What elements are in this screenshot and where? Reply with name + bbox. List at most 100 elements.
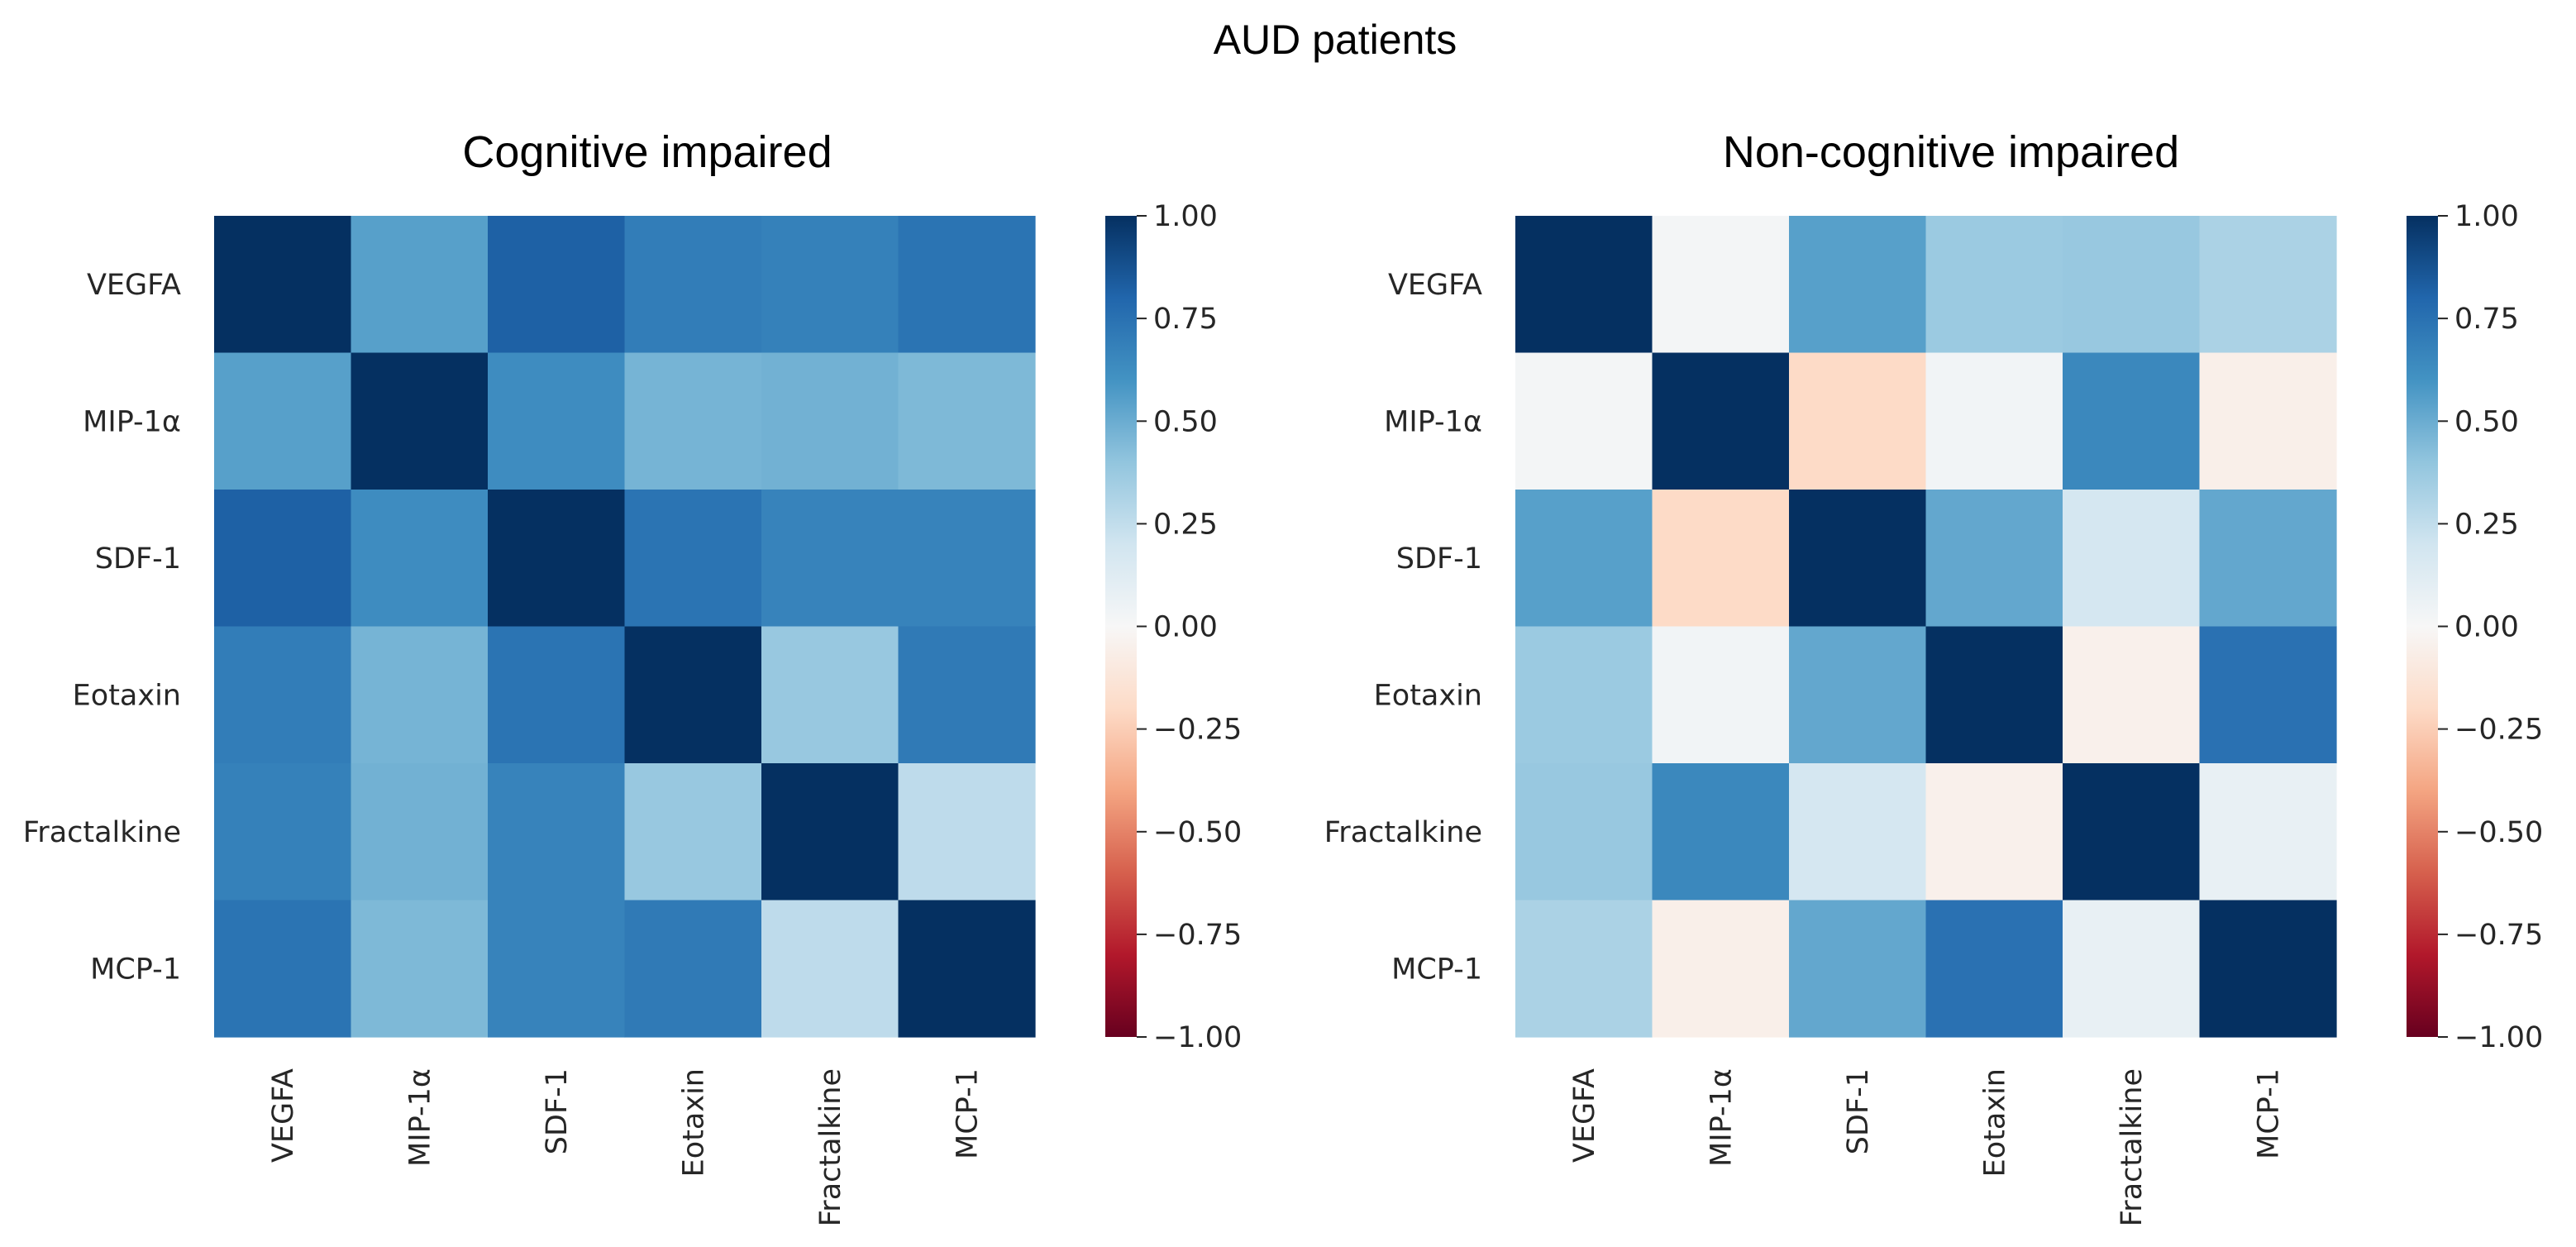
col-label: MCP-1 — [951, 1068, 984, 1159]
row-labels: VEGFA MIP-1α SDF-1 Eotaxin Fractalkine MCP-1 — [23, 269, 181, 987]
heatmap-panel-non-cognitive-impaired: Non-cognitive impaired VEGFA MIP-1α SDF-1 E… — [1324, 127, 2544, 1226]
heatmap-cell — [1789, 490, 1927, 628]
heatmap-cell — [2063, 216, 2201, 354]
heatmap-cell — [351, 216, 489, 354]
row-label: Eotaxin — [1374, 679, 1482, 712]
heatmap-cell — [1789, 900, 1927, 1038]
heatmap-cell — [2199, 763, 2337, 901]
col-label: Eotaxin — [1978, 1068, 2011, 1177]
heatmap-cell — [761, 626, 899, 764]
colorbar-tick-label: −0.25 — [2454, 714, 2543, 747]
heatmap-cell — [1652, 352, 1790, 490]
heatmap-cell — [488, 763, 626, 901]
colorbar-tick-label: 0.50 — [1153, 405, 1218, 438]
colorbar-tick-label: 0.50 — [2454, 405, 2519, 438]
col-label: MIP-1α — [1705, 1068, 1738, 1167]
heatmap-cell — [2199, 626, 2337, 764]
row-label: MIP-1α — [1384, 405, 1482, 438]
heatmap-cell — [1925, 352, 2063, 490]
heatmap-cell — [2063, 900, 2201, 1038]
heatmap-cell — [2199, 900, 2337, 1038]
heatmap-cell — [351, 626, 489, 764]
heatmap-cell — [624, 900, 762, 1038]
col-label: Fractalkine — [814, 1068, 847, 1226]
heatmap-cell — [488, 626, 626, 764]
heatmap-cell — [2063, 626, 2201, 764]
heatmap-cell — [1652, 216, 1790, 354]
heatmap-cell — [2063, 352, 2201, 490]
heatmap-cell — [351, 763, 489, 901]
col-label: VEGFA — [267, 1068, 300, 1163]
col-labels: VEGFA MIP-1α SDF-1 Eotaxin Fractalkine MCP-1 — [1568, 1068, 2286, 1226]
heatmap-cell — [1515, 626, 1653, 764]
heatmap-cell — [1652, 900, 1790, 1038]
row-label: SDF-1 — [1396, 542, 1482, 576]
heatmap-cell — [1925, 626, 2063, 764]
heatmap-cell — [898, 763, 1036, 901]
heatmap-cell — [214, 490, 352, 628]
heatmap-cell — [1789, 626, 1927, 764]
heatmap-cell — [1652, 763, 1790, 901]
heatmap-cell — [488, 216, 626, 354]
colorbar-tick-label: 0.00 — [2454, 611, 2519, 644]
row-label: MCP-1 — [1391, 953, 1482, 986]
heatmap-cell — [1652, 490, 1790, 628]
heatmap-cell — [761, 216, 899, 354]
col-label: SDF-1 — [1842, 1068, 1875, 1154]
heatmap-cell — [2199, 490, 2337, 628]
heatmap-cell — [1925, 763, 2063, 901]
colorbar-gradient — [2407, 216, 2438, 1037]
heatmap-cells — [214, 216, 1036, 1038]
heatmap-cell — [761, 763, 899, 901]
heatmap-cell — [214, 626, 352, 764]
row-label: MIP-1α — [83, 405, 181, 438]
heatmap-cell — [898, 900, 1036, 1038]
heatmap-cell — [624, 352, 762, 490]
heatmap-cell — [2063, 490, 2201, 628]
heatmap-cell — [898, 352, 1036, 490]
row-label: VEGFA — [1388, 269, 1482, 302]
colorbar-tick-label: 0.75 — [2454, 303, 2519, 336]
colorbar-tick-label: −0.25 — [1153, 714, 1242, 747]
col-label: MCP-1 — [2252, 1068, 2285, 1159]
heatmap-cell — [624, 216, 762, 354]
colorbar-tick-label: 1.00 — [1153, 200, 1218, 233]
heatmap-cell — [898, 626, 1036, 764]
colorbar-tick-label: −0.50 — [2454, 816, 2543, 849]
heatmap-cell — [624, 490, 762, 628]
row-label: Fractalkine — [1324, 816, 1482, 849]
heatmap-cell — [761, 900, 899, 1038]
colorbar-tick-label: −0.75 — [1153, 919, 1242, 952]
row-label: MCP-1 — [90, 953, 181, 986]
col-label: Eotaxin — [677, 1068, 710, 1177]
heatmap-cell — [1925, 490, 2063, 628]
heatmap-cell — [1789, 352, 1927, 490]
heatmap-cell — [1515, 216, 1653, 354]
row-label: SDF-1 — [95, 542, 181, 576]
heatmap-cell — [351, 352, 489, 490]
heatmap-cell — [1515, 763, 1653, 901]
heatmap-cell — [2199, 216, 2337, 354]
col-label: Fractalkine — [2116, 1068, 2149, 1226]
colorbar-tick-label: 0.00 — [1153, 611, 1218, 644]
heatmap-cell — [1925, 216, 2063, 354]
col-label: VEGFA — [1568, 1068, 1601, 1163]
row-label: Fractalkine — [23, 816, 181, 849]
heatmap-cell — [624, 626, 762, 764]
heatmap-cell — [488, 352, 626, 490]
heatmap-cell — [898, 216, 1036, 354]
colorbar-tick-label: −1.00 — [1153, 1021, 1242, 1054]
heatmap-cell — [1515, 490, 1653, 628]
row-labels: VEGFA MIP-1α SDF-1 Eotaxin Fractalkine MCP-1 — [1324, 269, 1482, 987]
heatmap-cell — [1789, 216, 1927, 354]
heatmap-cell — [1515, 352, 1653, 490]
colorbar: 1.00 0.75 0.50 0.25 0.00 −0.25 −0.50 −0.75 −1.00 — [2407, 200, 2543, 1054]
colorbar-tick-label: −0.75 — [2454, 919, 2543, 952]
col-label: SDF-1 — [541, 1068, 574, 1154]
colorbar: 1.00 0.75 0.50 0.25 0.00 −0.25 −0.50 −0.75 −1.00 — [1105, 200, 1242, 1054]
heatmap-cell — [488, 900, 626, 1038]
colorbar-tick-label: −0.50 — [1153, 816, 1242, 849]
heatmap-cell — [1515, 900, 1653, 1038]
heatmap-cell — [214, 900, 352, 1038]
